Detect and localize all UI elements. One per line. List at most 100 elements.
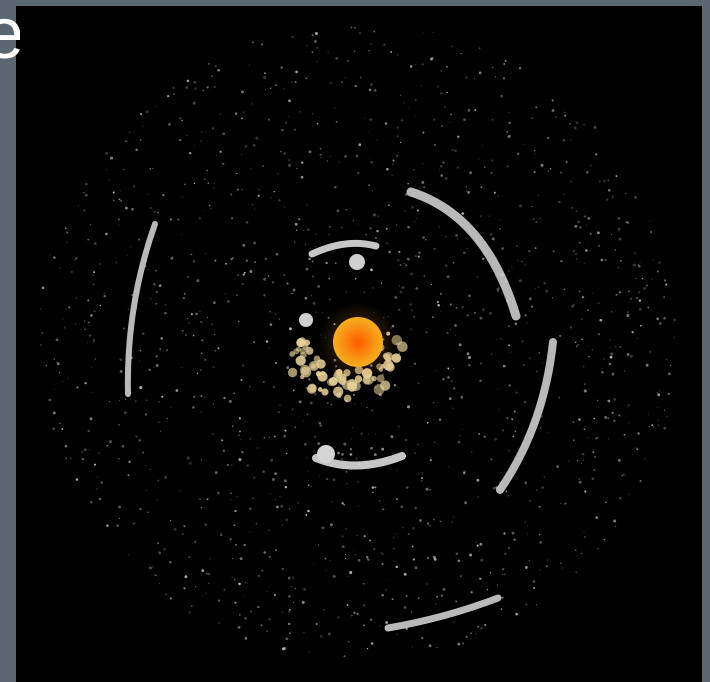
dust-particle: [630, 354, 633, 358]
dust-particle: [376, 139, 378, 141]
dust-particle: [552, 250, 555, 253]
dust-particle: [279, 495, 281, 498]
dust-particle: [134, 522, 136, 524]
dust-particle: [561, 567, 563, 569]
dust-particle: [343, 442, 347, 446]
dust-particle: [596, 399, 599, 402]
dust-particle: [201, 569, 205, 572]
dust-particle: [582, 459, 584, 462]
dust-particle: [211, 75, 213, 77]
dust-particle: [518, 242, 520, 244]
dust-particle: [607, 179, 610, 182]
dust-particle: [275, 505, 279, 509]
dust-particle: [483, 166, 486, 168]
dust-particle: [370, 43, 372, 45]
dust-particle: [607, 438, 609, 440]
warm-debris-particle: [343, 394, 352, 403]
dust-particle: [436, 595, 439, 598]
dust-particle: [456, 237, 459, 240]
dust-particle: [600, 258, 604, 262]
dust-particle: [291, 408, 294, 411]
dust-particle: [396, 469, 398, 471]
dust-particle: [288, 159, 291, 162]
dust-particle: [588, 250, 590, 252]
dust-particle: [494, 76, 497, 78]
dust-particle: [232, 425, 234, 427]
dust-particle: [132, 522, 135, 525]
dust-particle: [412, 526, 415, 530]
dust-particle: [145, 399, 148, 402]
dust-particle: [363, 291, 366, 294]
dust-particle: [578, 290, 581, 293]
dust-particle: [157, 542, 160, 545]
dust-particle: [234, 509, 237, 513]
dust-particle: [409, 65, 413, 68]
dust-particle: [54, 388, 56, 390]
dust-particle: [138, 439, 141, 442]
dust-particle: [442, 587, 446, 591]
dust-particle: [353, 50, 356, 53]
dust-particle: [113, 199, 115, 201]
dust-particle: [422, 32, 424, 33]
dust-particle: [399, 263, 402, 266]
dust-particle: [268, 436, 270, 438]
dust-particle: [257, 194, 260, 197]
dust-particle: [292, 288, 296, 292]
dust-particle: [144, 413, 148, 416]
dust-particle: [318, 421, 320, 423]
dust-particle: [439, 91, 443, 95]
dust-particle: [504, 59, 507, 63]
dust-particle: [243, 543, 246, 547]
dust-particle: [497, 195, 500, 197]
dust-particle: [139, 386, 143, 390]
dust-particle: [305, 267, 309, 271]
dust-particle: [508, 121, 511, 124]
dust-particle: [295, 229, 298, 231]
dust-particle: [253, 241, 256, 245]
dust-particle: [269, 493, 271, 495]
dust-particle: [396, 126, 399, 129]
dust-particle: [521, 261, 523, 263]
dust-particle: [380, 552, 382, 554]
dust-particle: [119, 358, 123, 361]
dust-particle: [374, 433, 377, 435]
dust-particle: [628, 422, 630, 424]
dust-particle: [149, 207, 152, 209]
dust-particle: [628, 494, 630, 496]
dust-particle: [202, 595, 203, 597]
dust-particle: [370, 83, 373, 86]
dust-particle: [560, 562, 562, 564]
dust-particle: [385, 589, 387, 591]
dust-particle: [607, 188, 611, 192]
dust-particle: [449, 121, 451, 123]
dust-particle: [158, 421, 160, 424]
dust-particle: [118, 224, 120, 226]
dust-particle: [558, 396, 561, 399]
dust-particle: [296, 168, 298, 170]
dust-particle: [173, 527, 177, 531]
dust-particle: [491, 118, 494, 121]
dust-particle: [584, 536, 586, 538]
dust-particle: [665, 358, 668, 361]
dust-particle: [284, 485, 288, 489]
dust-particle: [219, 533, 223, 537]
dust-particle: [253, 476, 256, 479]
dust-particle: [368, 88, 372, 92]
dust-particle: [196, 372, 199, 375]
dust-particle: [373, 30, 376, 33]
dust-particle: [298, 218, 301, 221]
dust-particle: [547, 431, 549, 433]
dust-particle: [288, 610, 291, 613]
dust-particle: [304, 442, 307, 446]
dust-particle: [388, 250, 391, 254]
dust-particle: [135, 435, 138, 438]
dust-particle: [480, 627, 483, 630]
dust-particle: [62, 318, 64, 320]
dust-particle: [223, 588, 226, 591]
dust-particle: [511, 531, 515, 535]
dust-particle: [334, 107, 336, 109]
dust-particle: [192, 334, 195, 337]
dust-particle: [415, 287, 419, 290]
dust-particle: [240, 450, 243, 453]
dust-particle: [371, 409, 374, 412]
